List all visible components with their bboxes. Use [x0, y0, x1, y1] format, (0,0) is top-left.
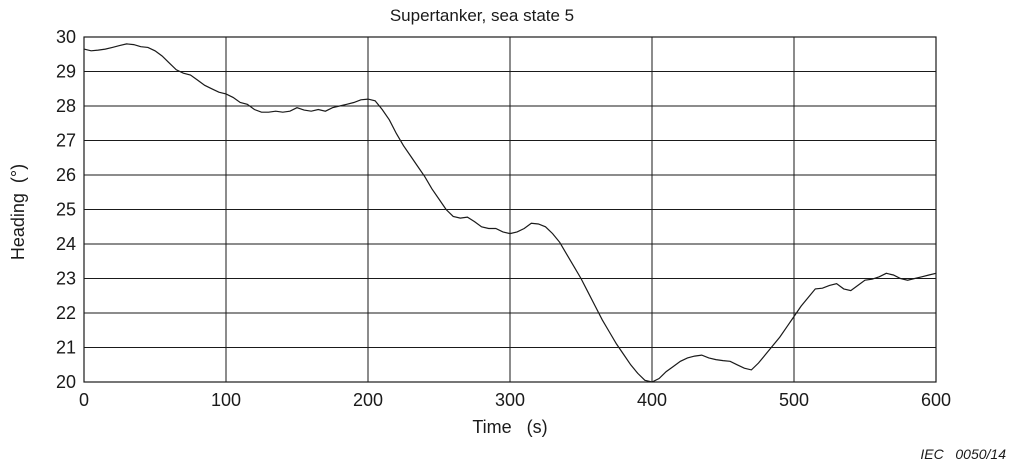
y-tick-label: 23	[56, 269, 76, 289]
y-axis-label: Heading (°)	[8, 164, 28, 260]
y-tick-label: 29	[56, 62, 76, 82]
figure-reference: IEC 0050/14	[920, 446, 1006, 462]
y-tick-label: 27	[56, 131, 76, 151]
chart-title: Supertanker, sea state 5	[390, 6, 574, 25]
y-tick-label: 26	[56, 165, 76, 185]
series-line	[83, 43, 937, 383]
x-tick-label: 200	[353, 390, 383, 410]
y-tick-label: 28	[56, 96, 76, 116]
y-tick-label: 24	[56, 234, 76, 254]
y-tick-label: 22	[56, 303, 76, 323]
y-tick-labels: 20 21 22 23 24 25 26 27 28 29 30	[56, 27, 76, 392]
x-axis-label: Time (s)	[472, 417, 547, 437]
x-tick-label: 0	[79, 390, 89, 410]
x-tick-label: 100	[211, 390, 241, 410]
x-tick-label: 600	[921, 390, 951, 410]
x-tick-label: 300	[495, 390, 525, 410]
y-tick-label: 21	[56, 338, 76, 358]
x-tick-label: 400	[637, 390, 667, 410]
y-tick-label: 25	[56, 200, 76, 220]
y-tick-label: 20	[56, 372, 76, 392]
x-tick-label: 500	[779, 390, 809, 410]
x-tick-labels: 0 100 200 300 400 500 600	[79, 390, 951, 410]
y-tick-label: 30	[56, 27, 76, 47]
